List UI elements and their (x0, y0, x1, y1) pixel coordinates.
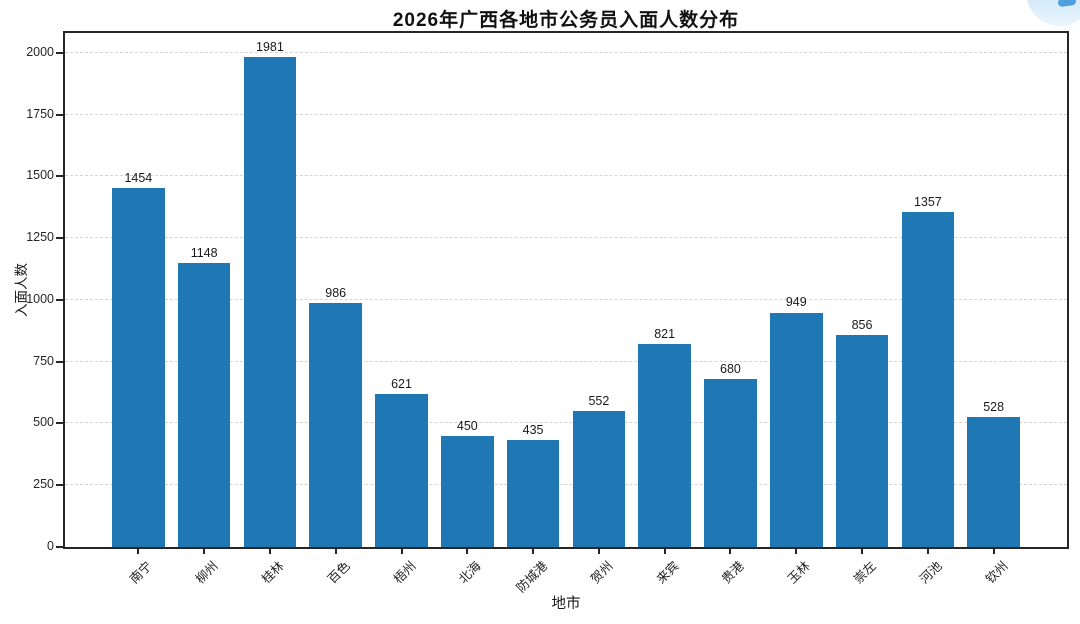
x-tick-label-text: 钦州 (982, 558, 1011, 587)
bar-value-label: 621 (391, 376, 412, 391)
bar-value-label: 680 (720, 361, 741, 376)
y-tick-label: 2000 (26, 44, 54, 59)
x-axis-label: 地市 (551, 596, 581, 612)
bar (112, 187, 165, 547)
x-tick-label-text: 百色 (324, 558, 353, 587)
x-tick-mark (795, 549, 798, 554)
y-tick-label: 750 (33, 353, 54, 368)
x-tick-label-text: 玉林 (785, 558, 813, 587)
x-tick-label-text: 柳州 (193, 558, 221, 587)
grid-line (65, 175, 1067, 177)
x-tick-label-text: 河池 (916, 558, 945, 587)
y-tick-label: 1000 (26, 291, 54, 306)
y-tick-mark (56, 51, 63, 54)
bar-value-label: 1454 (124, 170, 153, 185)
bar (769, 312, 823, 547)
grid-line (65, 237, 1067, 239)
grid-line (65, 484, 1067, 486)
x-tick-mark (137, 549, 140, 554)
x-tick-mark (466, 549, 469, 554)
bar (835, 335, 889, 547)
x-tick-mark (334, 549, 337, 554)
bar-value-label: 821 (654, 327, 676, 342)
bar (309, 303, 363, 547)
y-tick-mark (56, 298, 63, 301)
chart-title: 2026年广西各地市公务员入面人数分布 (392, 10, 740, 31)
bar-value-label: 450 (456, 418, 478, 433)
bar (638, 344, 691, 547)
y-tick-mark (56, 237, 63, 240)
grid-line (65, 422, 1067, 424)
x-tick-label-text: 贵港 (719, 558, 748, 587)
bar-value-label: 986 (325, 286, 347, 301)
bar-value-label: 552 (588, 393, 610, 408)
x-tick-mark (926, 549, 929, 554)
y-tick-label: 1750 (26, 106, 54, 121)
x-tick-mark (992, 549, 995, 554)
x-tick-mark (729, 549, 732, 554)
y-tick-label: 250 (33, 477, 54, 492)
grid-line (65, 360, 1067, 362)
x-tick-label-text: 防城港 (513, 558, 550, 596)
x-tick-mark (203, 549, 206, 554)
x-tick-label-text: 崇左 (851, 558, 879, 587)
x-tick-mark (532, 549, 535, 554)
y-tick-mark (56, 422, 63, 425)
x-tick-label-text: 梧州 (390, 558, 419, 587)
bar-value-label: 528 (983, 399, 1005, 414)
y-tick-label: 1250 (26, 230, 54, 245)
x-tick-mark (861, 549, 864, 554)
grid-line (65, 51, 1067, 53)
x-tick-label-text: 桂林 (259, 558, 287, 587)
bar-value-label: 856 (851, 318, 873, 333)
bar (572, 410, 626, 547)
x-tick-label-text: 南宁 (127, 558, 156, 587)
x-tick-label-text: 来宾 (653, 558, 682, 587)
bar-value-label: 1148 (190, 246, 218, 261)
y-tick-label: 0 (47, 539, 54, 553)
y-tick-mark (56, 175, 63, 178)
y-tick-label: 1500 (26, 168, 54, 183)
bar (177, 263, 231, 547)
watermark-blob-icon (1057, 0, 1077, 8)
bar (901, 211, 955, 547)
grid-line (65, 298, 1067, 300)
bar (440, 435, 494, 547)
y-tick-mark (56, 484, 63, 487)
bar-value-label: 1357 (913, 194, 942, 209)
x-tick-label-text: 贺州 (588, 558, 616, 587)
bar (967, 416, 1020, 547)
bar (375, 393, 428, 547)
bar (243, 57, 297, 547)
bar (704, 378, 757, 547)
y-tick-mark (56, 546, 63, 548)
bar-value-label: 435 (522, 422, 544, 437)
x-tick-mark (597, 549, 600, 554)
y-tick-mark (56, 113, 63, 116)
x-tick-mark (400, 549, 403, 554)
y-tick-mark (56, 360, 63, 363)
bar-value-label: 949 (785, 295, 807, 310)
y-tick-label: 500 (33, 415, 54, 430)
grid-line (65, 113, 1067, 115)
plot-area: 1454 1148 1981 986 621 450 435 552 821 680 949 856 1… (63, 31, 1069, 549)
x-tick-mark (268, 549, 271, 554)
bar (506, 439, 560, 547)
x-tick-mark (663, 549, 666, 554)
bar-value-label: 1981 (256, 40, 284, 55)
y-axis-label: 入面人数 (14, 263, 29, 317)
x-tick-label-text: 北海 (456, 558, 485, 587)
